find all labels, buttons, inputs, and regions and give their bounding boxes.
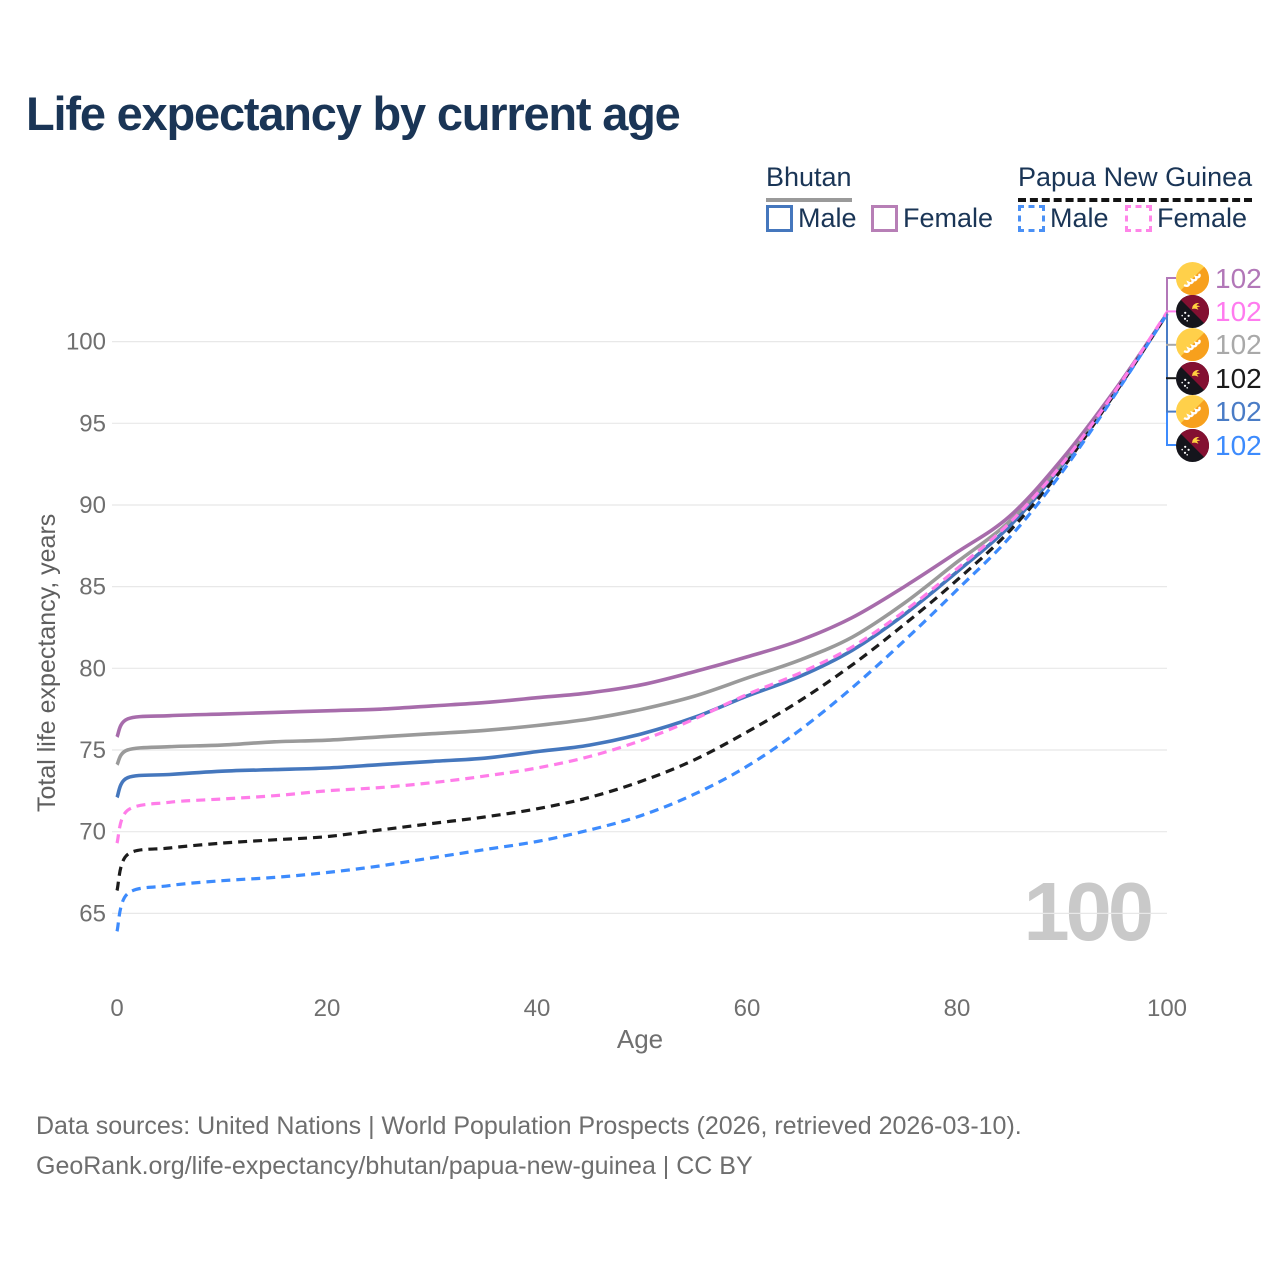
x-tick-label: 0 (110, 995, 123, 1022)
x-tick-label: 60 (734, 995, 761, 1022)
bhutan-flag-icon (1176, 395, 1209, 428)
axis-tick-labels: 65 70 75 80 85 90 95 100 0 20 40 60 80 100 (66, 329, 1187, 1022)
png-male-swatch-icon (1018, 205, 1045, 232)
x-tick-label: 20 (314, 995, 341, 1022)
series-lines (115, 311, 1169, 932)
y-axis-title: Total life expectancy, years (33, 513, 61, 812)
legend-label: Female (903, 203, 994, 233)
end-label-value: 102 (1215, 396, 1262, 428)
png-flag-icon (1176, 429, 1209, 462)
bhutan-flag-icon (1176, 262, 1209, 295)
end-label-value: 102 (1215, 329, 1262, 361)
series-bhutan-male[interactable] (115, 312, 1169, 799)
end-label-value: 102 (1215, 429, 1262, 461)
end-label-row-bhutan-both: 102 (1176, 328, 1262, 361)
footer-data-sources: Data sources: United Nations | World Pop… (36, 1112, 1022, 1140)
legend-item-bhutan-female[interactable]: Female (871, 203, 993, 234)
y-tick-label: 85 (79, 574, 106, 601)
png-flag-icon (1176, 295, 1209, 328)
legend-label: Male (798, 203, 857, 233)
series-png-male[interactable] (115, 312, 1169, 932)
series-bhutan-both[interactable] (115, 312, 1169, 766)
end-label-row-bhutan-female: 102 (1176, 262, 1262, 295)
end-label-value: 102 (1215, 362, 1262, 394)
y-tick-label: 65 (79, 900, 106, 927)
legend-item-png-male[interactable]: Male (1018, 203, 1109, 234)
end-label-row-png-both: 102 (1176, 362, 1262, 395)
series-png-both[interactable] (115, 312, 1169, 891)
end-label-row-png-female: 102 (1176, 295, 1262, 328)
legend-country-papua-new-guinea[interactable]: Papua New Guinea (1018, 162, 1253, 202)
legend-label: Female (1157, 203, 1248, 233)
y-tick-label: 100 (66, 329, 106, 356)
end-label-row-bhutan-male: 102 (1176, 395, 1262, 428)
end-label-value: 102 (1215, 295, 1262, 327)
png-flag-icon (1176, 362, 1209, 395)
gridlines (112, 341, 1167, 915)
page-title: Life expectancy by current age (26, 87, 681, 140)
y-tick-label: 90 (79, 492, 106, 519)
y-tick-label: 70 (79, 819, 106, 846)
footer-attribution: GeoRank.org/life-expectancy/bhutan/papua… (36, 1152, 753, 1180)
x-tick-label: 100 (1147, 995, 1187, 1022)
y-tick-label: 95 (79, 410, 106, 437)
footer: Data sources: United Nations | World Pop… (36, 1106, 1022, 1186)
legend-item-bhutan-male[interactable]: Male (766, 203, 857, 234)
y-tick-label: 80 (79, 655, 106, 682)
series-bhutan-female[interactable] (115, 312, 1169, 738)
end-label-value: 102 (1215, 262, 1262, 294)
legend-country-bhutan[interactable]: Bhutan (766, 162, 852, 202)
bhutan-male-swatch-icon (766, 205, 793, 232)
x-tick-label: 80 (944, 995, 971, 1022)
y-tick-label: 75 (79, 737, 106, 764)
bhutan-female-swatch-icon (871, 205, 898, 232)
legend-label: Male (1050, 203, 1109, 233)
bhutan-flag-icon (1176, 328, 1209, 361)
end-label-row-png-male: 102 (1176, 429, 1262, 462)
series-png-female[interactable] (115, 311, 1169, 844)
legend-item-png-female[interactable]: Female (1125, 203, 1247, 234)
png-female-swatch-icon (1125, 205, 1152, 232)
x-axis-title: Age (616, 1024, 664, 1054)
end-label-leader-lines (1166, 277, 1176, 446)
x-tick-label: 40 (524, 995, 551, 1022)
age-counter-watermark: 100 (1023, 865, 1154, 958)
